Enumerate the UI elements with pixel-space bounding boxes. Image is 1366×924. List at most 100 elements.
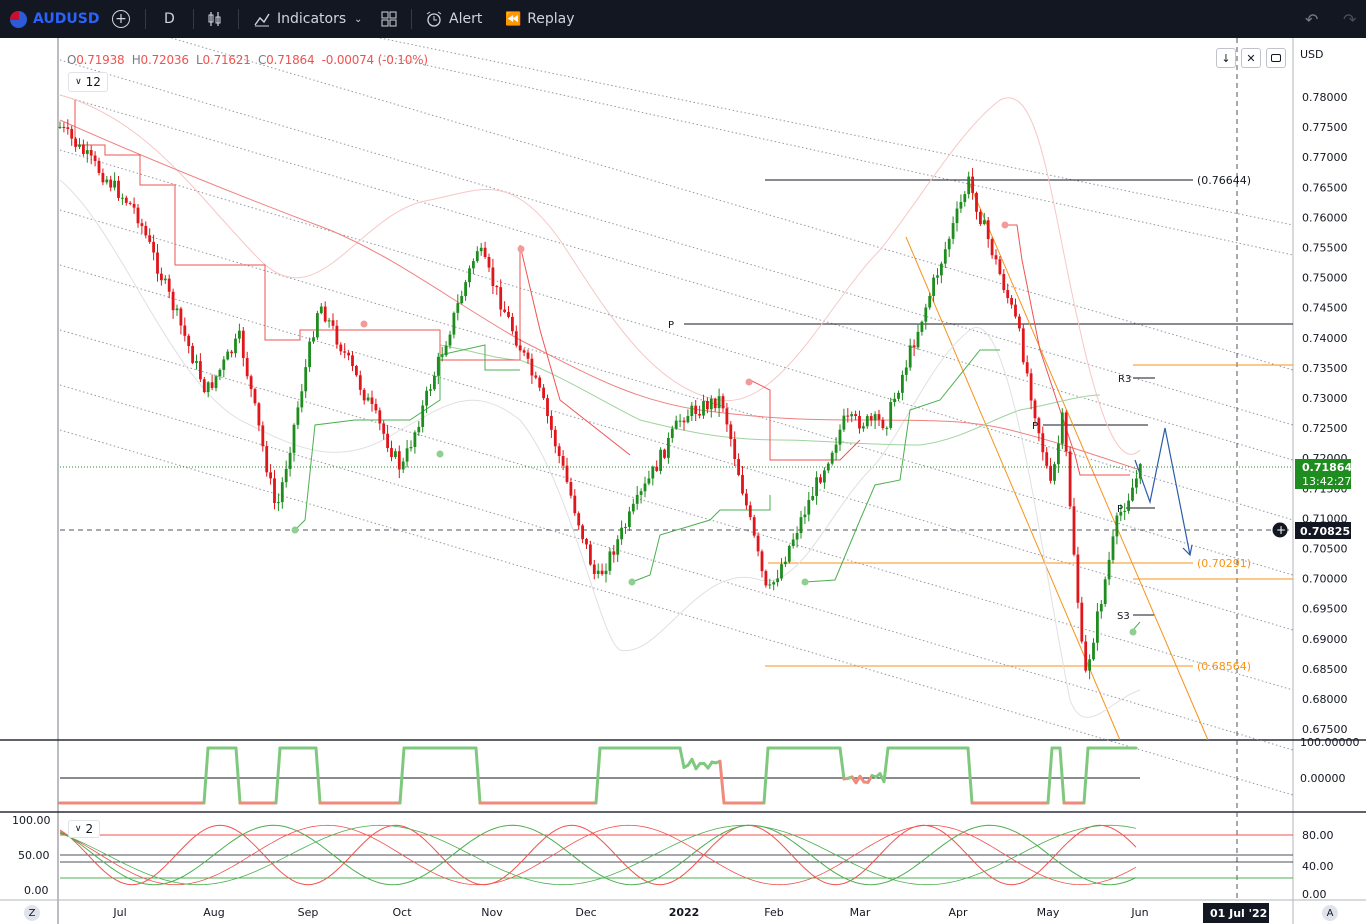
- candle-body: [269, 472, 272, 479]
- osc2-right-tick-0: 0.00: [1302, 888, 1327, 901]
- indicators-button[interactable]: Indicators: [253, 0, 346, 38]
- candle-body: [682, 420, 686, 423]
- undo-icon: ↶: [1305, 9, 1319, 29]
- indicators-menu-button[interactable]: ⌄: [354, 0, 362, 38]
- osc1-segment: [474, 746, 482, 805]
- osc1-segment: [838, 746, 846, 781]
- candle-body: [678, 420, 682, 422]
- chart-area[interactable]: (0.76644) (0.70291) (0.68564) P P R3 S3 …: [0, 38, 1366, 924]
- candle-body: [475, 251, 479, 262]
- candle-body: [179, 308, 183, 326]
- candle-body: [1014, 304, 1017, 317]
- zoom-button[interactable]: Z: [24, 905, 40, 921]
- candle-body: [709, 398, 713, 410]
- add-alert-button[interactable]: +: [1272, 522, 1288, 538]
- time-axis[interactable]: Jul Aug Sep Oct Nov Dec 2022 Feb Mar Apr May Jun: [112, 906, 1148, 919]
- candle-body: [573, 495, 577, 514]
- symbol-search[interactable]: AUDUSD: [10, 0, 99, 38]
- price-axis[interactable]: 0.78000 0.77500 0.77000 0.76500 0.76000 0.755…: [1302, 91, 1348, 736]
- interval-label: D: [164, 11, 175, 27]
- indicators-toggle-button[interactable]: ∨ 12: [68, 72, 108, 92]
- candle-body: [690, 405, 694, 416]
- osc1-segment: [1046, 746, 1054, 805]
- candle-body: [865, 416, 869, 427]
- chart-canvas[interactable]: (0.76644) (0.70291) (0.68564) P P R3 S3 …: [0, 38, 1366, 924]
- candle-body: [401, 461, 405, 470]
- candle-body: [901, 374, 904, 393]
- candle-body: [292, 424, 296, 453]
- candle-body: [620, 527, 623, 540]
- candle-body: [737, 459, 740, 475]
- fib-high-label: (0.76644): [1197, 174, 1251, 187]
- candlestick-series: [58, 119, 1142, 680]
- pane-maximize-button[interactable]: [1266, 48, 1286, 68]
- candle-body: [557, 446, 561, 456]
- candle-body: [429, 389, 432, 391]
- candle-body: [468, 268, 471, 283]
- chart-type-button[interactable]: [206, 0, 224, 38]
- candle-body: [830, 452, 834, 464]
- candle-body: [413, 432, 417, 447]
- osc1-segment: [202, 746, 210, 805]
- pane-close-button[interactable]: ✕: [1241, 48, 1261, 68]
- maximize-icon: [1271, 54, 1281, 62]
- undo-button[interactable]: ↶: [1305, 0, 1318, 38]
- candle-body: [643, 483, 647, 492]
- candle-body: [702, 401, 705, 416]
- candle-body: [998, 259, 1002, 275]
- fib-mid-label: (0.70291): [1197, 557, 1251, 570]
- price-tick: 0.72500: [1302, 422, 1348, 435]
- candle-body: [97, 160, 101, 173]
- candle-body: [1127, 500, 1130, 511]
- pane-collapse-button[interactable]: ↓: [1216, 48, 1236, 68]
- auto-scale-button[interactable]: A: [1322, 905, 1338, 921]
- interval-button[interactable]: D: [164, 0, 175, 38]
- candle-body: [238, 330, 241, 339]
- candle-body: [1064, 412, 1068, 452]
- chevron-down-icon: ∨: [74, 824, 82, 834]
- candle-body: [312, 337, 315, 342]
- candle-body: [355, 366, 358, 376]
- candle-body: [148, 235, 152, 242]
- top-toolbar: AUDUSD + D Indicators ⌄ Alert ⏪ Replay ↶…: [0, 0, 1366, 38]
- candle-body: [499, 287, 503, 310]
- candle-body: [1088, 659, 1091, 671]
- candle-body: [577, 513, 581, 526]
- osc2-toggle-button[interactable]: ∨ 2: [68, 820, 100, 838]
- osc2-right-tick-40: 40.00: [1302, 860, 1334, 873]
- candle-body: [483, 247, 487, 258]
- indicator-count: 12: [85, 75, 101, 89]
- time-tick: Dec: [575, 906, 596, 919]
- candle-body: [581, 525, 584, 539]
- price-tick: 0.67500: [1302, 723, 1348, 736]
- candle-body: [815, 477, 818, 496]
- candle-body: [257, 403, 261, 426]
- redo-button[interactable]: ↷: [1343, 0, 1356, 38]
- osc1-segment: [594, 746, 602, 805]
- replay-button[interactable]: ⏪ Replay: [505, 0, 575, 38]
- candle-body: [296, 407, 300, 425]
- candle-body: [1096, 611, 1099, 643]
- candle-body: [655, 466, 659, 471]
- candle-body: [592, 564, 596, 574]
- price-tick: 0.68500: [1302, 663, 1348, 676]
- candle-body: [748, 505, 752, 518]
- candle-body: [1103, 579, 1107, 605]
- alert-button[interactable]: Alert: [425, 0, 482, 38]
- candle-body: [912, 345, 916, 348]
- candle-body: [85, 150, 89, 154]
- candle-body: [546, 398, 549, 417]
- candle-body: [253, 389, 257, 404]
- candle-body: [1138, 464, 1142, 479]
- layout-button[interactable]: [380, 0, 398, 38]
- candle-body: [1107, 559, 1111, 580]
- compare-add-button[interactable]: +: [112, 0, 130, 38]
- candle-body: [854, 414, 857, 416]
- candle-body: [764, 571, 768, 586]
- candle-body: [351, 355, 354, 367]
- candle-body: [846, 415, 850, 417]
- candle-body: [616, 539, 620, 555]
- candle-body: [1021, 328, 1025, 363]
- candle-body: [491, 267, 495, 287]
- candle-body: [838, 429, 842, 445]
